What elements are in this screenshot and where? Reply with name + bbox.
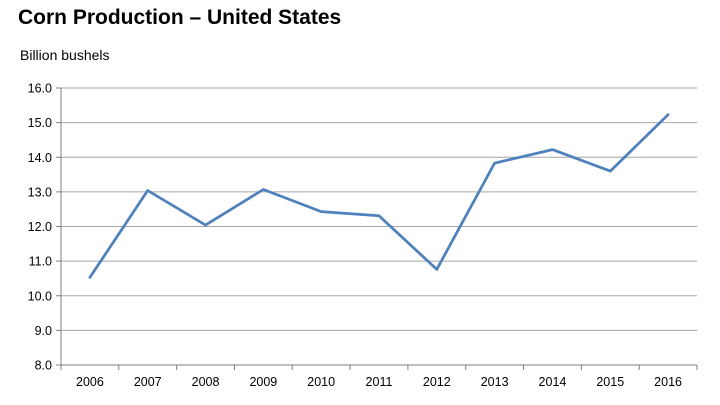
x-tick-label: 2015 (596, 375, 624, 389)
series-line (88, 113, 670, 279)
y-tick-label: 8.0 (35, 359, 52, 373)
y-tick-label: 12.0 (28, 220, 52, 234)
y-tick-labels: 8.0 9.0 10.0 11.0 12.0 13.0 14.0 15.0 16.0 (28, 82, 52, 373)
gridlines (61, 87, 697, 331)
x-tick-label: 2008 (192, 375, 220, 389)
x-tick-label: 2006 (76, 375, 104, 389)
y-tick-label: 16.0 (28, 82, 52, 96)
x-tick-label: 2016 (654, 375, 682, 389)
y-tick-label: 13.0 (28, 185, 52, 199)
x-tick-labels: 2006 2007 2008 2009 2010 2011 2012 2013 2014 2015… (76, 375, 682, 389)
series-layer (88, 113, 670, 279)
y-tick-label: 10.0 (28, 289, 52, 303)
x-tick-label: 2009 (249, 375, 277, 389)
x-tick-label: 2007 (134, 375, 162, 389)
x-tick-label: 2012 (423, 375, 451, 389)
y-tick-label: 14.0 (28, 151, 52, 165)
axes (56, 87, 698, 370)
x-tick-label: 2010 (307, 375, 335, 389)
y-tick-label: 15.0 (28, 116, 52, 130)
y-tick-label: 9.0 (35, 324, 52, 338)
chart-title: Corn Production – United States (18, 6, 342, 29)
x-tick-label: 2014 (539, 375, 567, 389)
x-tick-label: 2013 (481, 375, 509, 389)
y-tick-label: 11.0 (29, 255, 52, 269)
y-axis-unit-label: Billion bushels (20, 47, 110, 63)
x-tick-label: 2011 (366, 375, 393, 389)
